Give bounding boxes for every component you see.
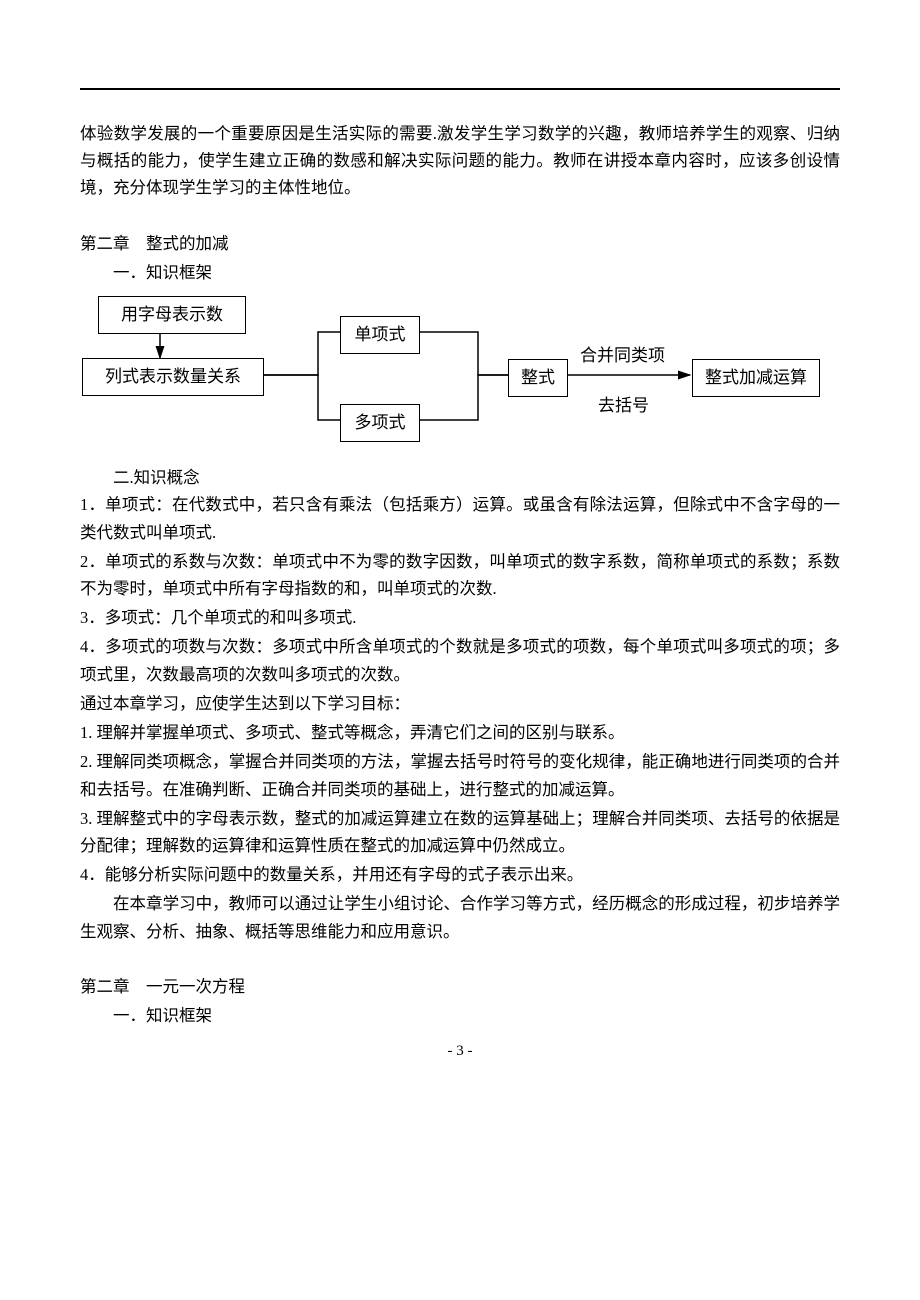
goal-4: 4．能够分析实际问题中的数量关系，并用还有字母的式子表示出来。	[80, 861, 840, 888]
section-1a-heading: 一．知识框架	[80, 259, 840, 286]
box-polynomial: 多项式	[340, 404, 420, 442]
label-merge-like-terms: 合并同类项	[580, 342, 665, 370]
section-1b-heading: 一．知识框架	[80, 1002, 840, 1029]
goal-3: 3. 理解整式中的字母表示数，整式的加减运算建立在数的运算基础上；理解合并同类项…	[80, 805, 840, 859]
definition-2: 2．单项式的系数与次数：单项式中不为零的数字因数，叫单项式的数字系数，简称单项式…	[80, 548, 840, 602]
knowledge-framework-diagram: 用字母表示数 列式表示数量关系 单项式 多项式 整式 整式加减运算 合并同类项 …	[80, 292, 840, 458]
box-addsub-op: 整式加减运算	[692, 359, 820, 397]
box-integral-expr: 整式	[508, 359, 568, 397]
intro-paragraph: 体验数学发展的一个重要原因是生活实际的需要.激发学生学习数学的兴趣，教师培养学生…	[80, 120, 840, 202]
definition-1: 1．单项式：在代数式中，若只含有乘法（包括乘方）运算。或虽含有除法运算，但除式中…	[80, 491, 840, 545]
page: 体验数学发展的一个重要原因是生活实际的需要.激发学生学习数学的兴趣，教师培养学生…	[0, 0, 920, 1170]
label-remove-parens: 去括号	[598, 392, 649, 420]
page-number: - 3 -	[0, 1043, 920, 1060]
goal-1: 1. 理解并掌握单项式、多项式、整式等概念，弄清它们之间的区别与联系。	[80, 719, 840, 746]
chapter2a-title: 第二章 整式的加减	[80, 230, 840, 257]
header-rule	[80, 88, 840, 90]
box-use-letters: 用字母表示数	[98, 296, 246, 334]
goals-intro: 通过本章学习，应使学生达到以下学习目标：	[80, 690, 840, 717]
definition-4: 4．多项式的项数与次数：多项式中所含单项式的个数就是多项式的项数，每个单项式叫多…	[80, 633, 840, 687]
content-area: 体验数学发展的一个重要原因是生活实际的需要.激发学生学习数学的兴趣，教师培养学生…	[80, 90, 840, 1029]
chapter2b-title: 第二章 一元一次方程	[80, 973, 840, 1000]
box-quantity-relation: 列式表示数量关系	[82, 358, 264, 396]
box-monomial: 单项式	[340, 316, 420, 354]
section-2a-heading: 二.知识概念	[80, 464, 840, 491]
goal-2: 2. 理解同类项概念，掌握合并同类项的方法，掌握去括号时符号的变化规律，能正确地…	[80, 748, 840, 802]
summary-paragraph: 在本章学习中，教师可以通过让学生小组讨论、合作学习等方式，经历概念的形成过程，初…	[80, 890, 840, 944]
definition-3: 3．多项式：几个单项式的和叫多项式.	[80, 604, 840, 631]
